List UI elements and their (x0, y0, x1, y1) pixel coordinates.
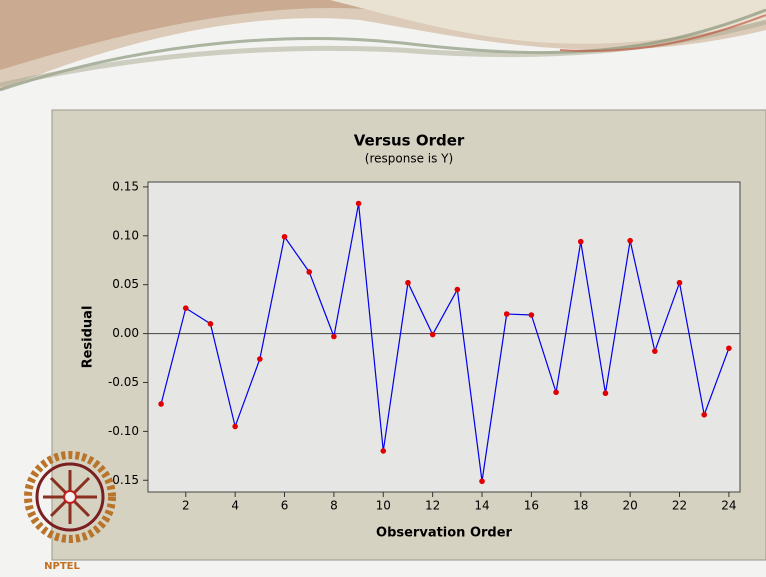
y-tick-label: -0.05 (108, 375, 139, 389)
point (306, 269, 312, 275)
y-axis-label: Residual (81, 306, 96, 369)
y-tick-label: -0.10 (108, 424, 139, 438)
chart-title: Versus Order (354, 132, 465, 150)
point (701, 412, 707, 418)
point (380, 448, 386, 454)
x-tick-label: 14 (474, 499, 489, 513)
point (455, 287, 461, 293)
x-tick-label: 24 (721, 499, 736, 513)
point (677, 280, 683, 286)
point (183, 305, 189, 311)
slide: Versus Order (response is Y) Observation… (0, 0, 766, 577)
point (232, 424, 238, 430)
logo-text: NPTEL (44, 561, 80, 572)
point (652, 348, 658, 354)
point (208, 321, 214, 327)
x-tick-label: 20 (623, 499, 638, 513)
x-tick-label: 2 (182, 499, 190, 513)
x-tick-label: 4 (231, 499, 239, 513)
x-tick-label: 8 (330, 499, 338, 513)
point (356, 201, 362, 207)
point (479, 478, 485, 484)
point (553, 389, 559, 395)
y-tick-label: 0.00 (112, 326, 139, 340)
x-tick-label: 6 (281, 499, 289, 513)
x-tick-label: 16 (524, 499, 539, 513)
x-tick-label: 12 (425, 499, 440, 513)
y-tick-label: 0.15 (112, 179, 139, 193)
point (578, 239, 584, 245)
point (331, 334, 337, 340)
point (405, 280, 411, 286)
point (627, 238, 633, 244)
point (257, 356, 263, 362)
x-axis-label: Observation Order (376, 526, 513, 541)
point (282, 234, 288, 240)
x-tick-label: 18 (573, 499, 588, 513)
point (430, 332, 436, 338)
point (158, 401, 164, 407)
x-tick-label: 10 (376, 499, 391, 513)
point (603, 390, 609, 396)
point (726, 345, 732, 351)
point (504, 311, 510, 317)
chart-subtitle: (response is Y) (365, 152, 453, 166)
x-tick-label: 22 (672, 499, 687, 513)
y-tick-label: 0.05 (112, 277, 139, 291)
page: {"logo": "NPTEL", "chart_data": {"type":… (0, 0, 766, 577)
y-tick-label: 0.10 (112, 228, 139, 242)
point (529, 312, 535, 318)
header-decoration (0, 0, 766, 90)
